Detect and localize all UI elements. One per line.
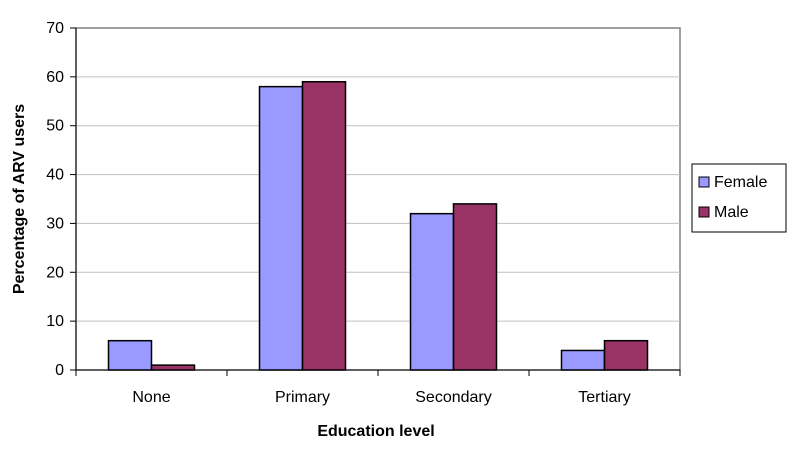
y-tick-label: 0 (55, 362, 64, 379)
bar-male-secondary (452, 203, 498, 371)
y-axis-ticks: 0 10 20 30 40 50 60 70 (46, 20, 76, 379)
y-tick-label: 10 (46, 313, 64, 330)
bar-female-secondary (409, 212, 455, 371)
y-tick-label: 40 (46, 167, 64, 184)
bar-male-tertiary (603, 339, 649, 371)
gridlines (76, 76, 680, 322)
legend-swatch-male (698, 206, 710, 218)
plot-area (75, 27, 681, 371)
bar-male-primary (301, 80, 347, 371)
x-tick-label: Tertiary (578, 389, 630, 406)
x-axis-title: Education level (317, 423, 434, 440)
legend-swatch-female (698, 176, 710, 188)
y-tick-label: 50 (46, 118, 64, 135)
bar-female-primary (258, 85, 304, 371)
x-tick-label: Secondary (415, 389, 492, 406)
legend: Female Male (691, 163, 787, 233)
x-tick-label: Primary (275, 389, 330, 406)
legend-label-female: Female (714, 174, 767, 191)
y-axis-title: Percentage of ARV users (11, 104, 28, 294)
bar-female-none (107, 339, 153, 371)
legend-label-male: Male (714, 204, 749, 221)
y-tick-label: 70 (46, 20, 64, 37)
x-tick-label: None (132, 389, 170, 406)
y-tick-label: 30 (46, 215, 64, 232)
bar-male-none (150, 364, 196, 371)
x-axis-ticks: None Primary Secondary Tertiary (75, 370, 681, 406)
y-tick-label: 60 (46, 69, 64, 86)
y-tick-label: 20 (46, 264, 64, 281)
legend-box (691, 163, 787, 233)
bar-female-tertiary (560, 349, 606, 371)
